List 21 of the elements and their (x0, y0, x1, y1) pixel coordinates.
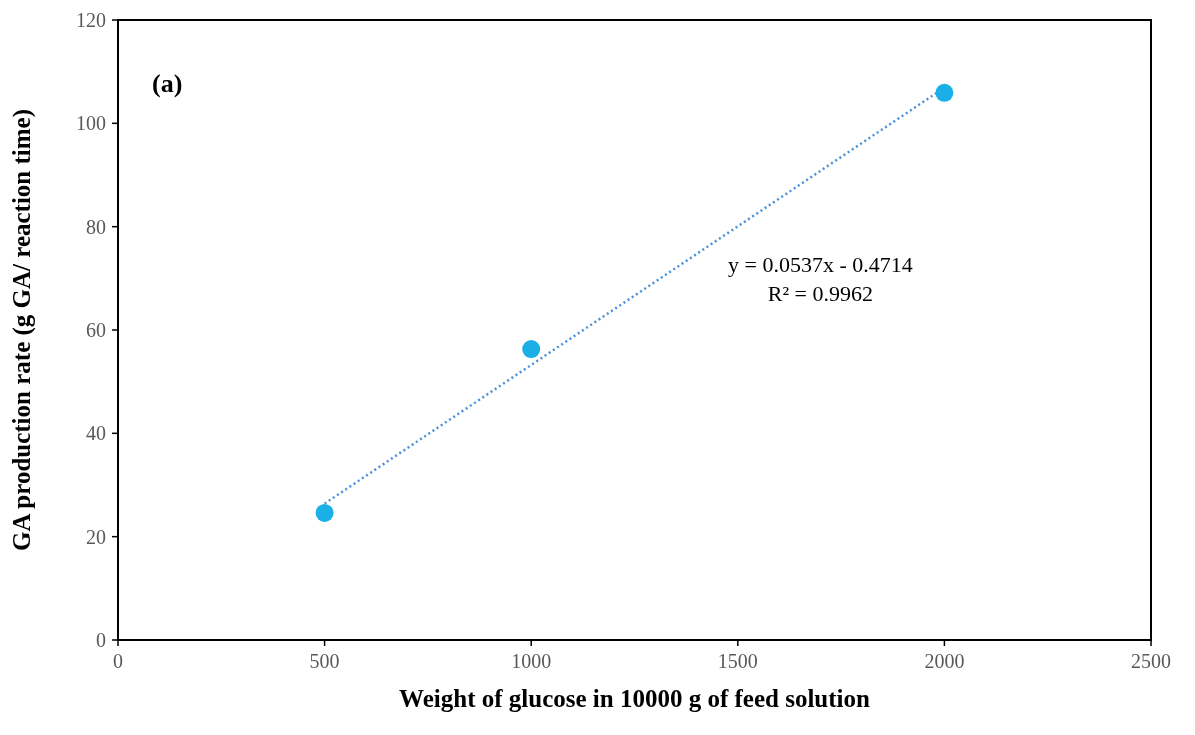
y-tick-label: 80 (86, 215, 106, 238)
x-axis-title: Weight of glucose in 10000 g of feed solution (399, 685, 871, 712)
point (935, 83, 954, 102)
point (522, 340, 541, 359)
y-tick-label: 100 (76, 112, 106, 135)
x-tick-label: 1000 (511, 650, 552, 672)
y-tick-label: 60 (86, 319, 106, 341)
x-tick-label: 0 (113, 650, 123, 672)
y-tick-label: 20 (86, 525, 106, 548)
y-tick-label: 120 (76, 9, 106, 31)
x-tick-label: 500 (309, 650, 340, 672)
annotation: (a) (152, 69, 183, 98)
annotation: R² = 0.9962 (767, 281, 874, 306)
y-axis-title: GA production rate (g GA/ reaction time) (8, 108, 36, 552)
x-tick-label: 2500 (1131, 650, 1171, 672)
point (315, 503, 334, 522)
x-tick-label: 2000 (924, 650, 965, 672)
x-tick-label: 1500 (717, 650, 758, 672)
y-tick-label: 40 (86, 422, 106, 445)
annotation: y = 0.0537x - 0.4714 (728, 252, 913, 277)
y-tick-label: 0 (96, 629, 106, 651)
